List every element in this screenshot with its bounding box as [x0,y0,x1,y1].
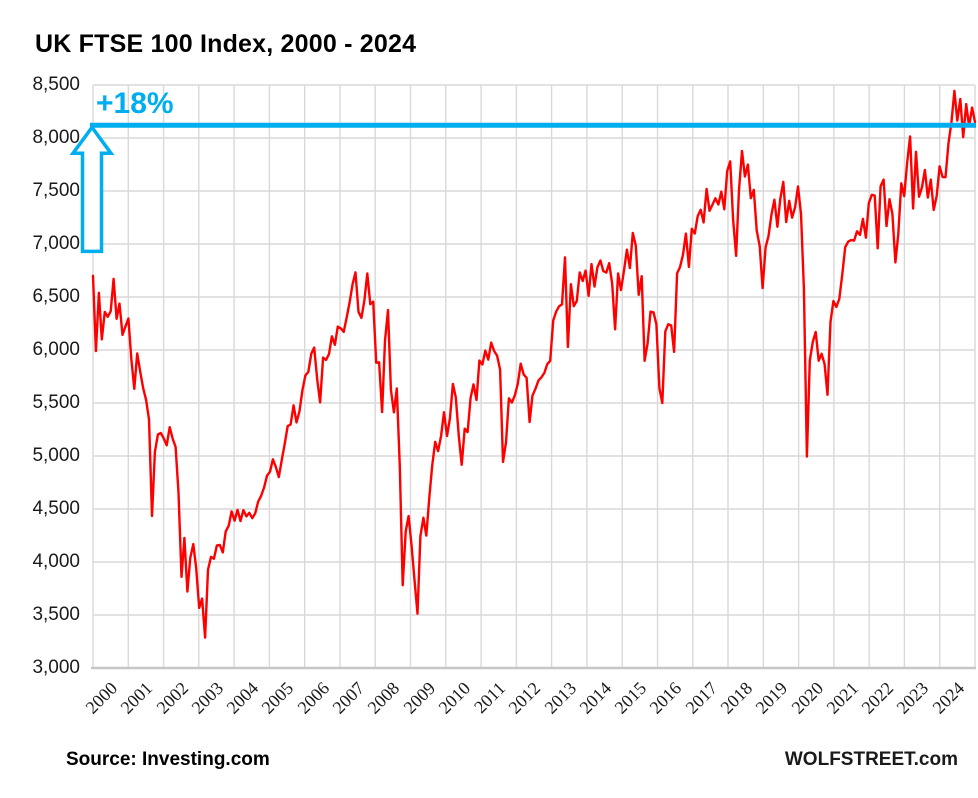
y-axis-tick-label: 7,000 [32,233,80,254]
y-axis-tick-label: 4,500 [32,498,80,519]
y-axis-tick-label: 6,500 [32,286,80,307]
chart-title: UK FTSE 100 Index, 2000 - 2024 [35,30,417,58]
y-axis-tick-label: 3,000 [32,657,80,678]
y-axis-tick-label: 7,500 [32,180,80,201]
brand-credit: WOLFSTREET.com [784,749,958,770]
y-axis-tick-label: 8,000 [32,127,80,148]
y-axis-tick-label: 3,500 [32,604,80,625]
y-axis-tick-label: 4,000 [32,551,80,572]
y-axis-tick-label: 5,500 [32,392,80,413]
y-axis-tick-label: 6,000 [32,339,80,360]
up-arrow-icon [69,124,115,254]
source-credit: Source: Investing.com [66,749,270,770]
gain-percent-label: +18% [96,87,174,120]
y-axis-tick-label: 8,500 [32,74,80,95]
y-axis-tick-label: 5,000 [32,445,80,466]
ftse-price-line [91,89,977,639]
